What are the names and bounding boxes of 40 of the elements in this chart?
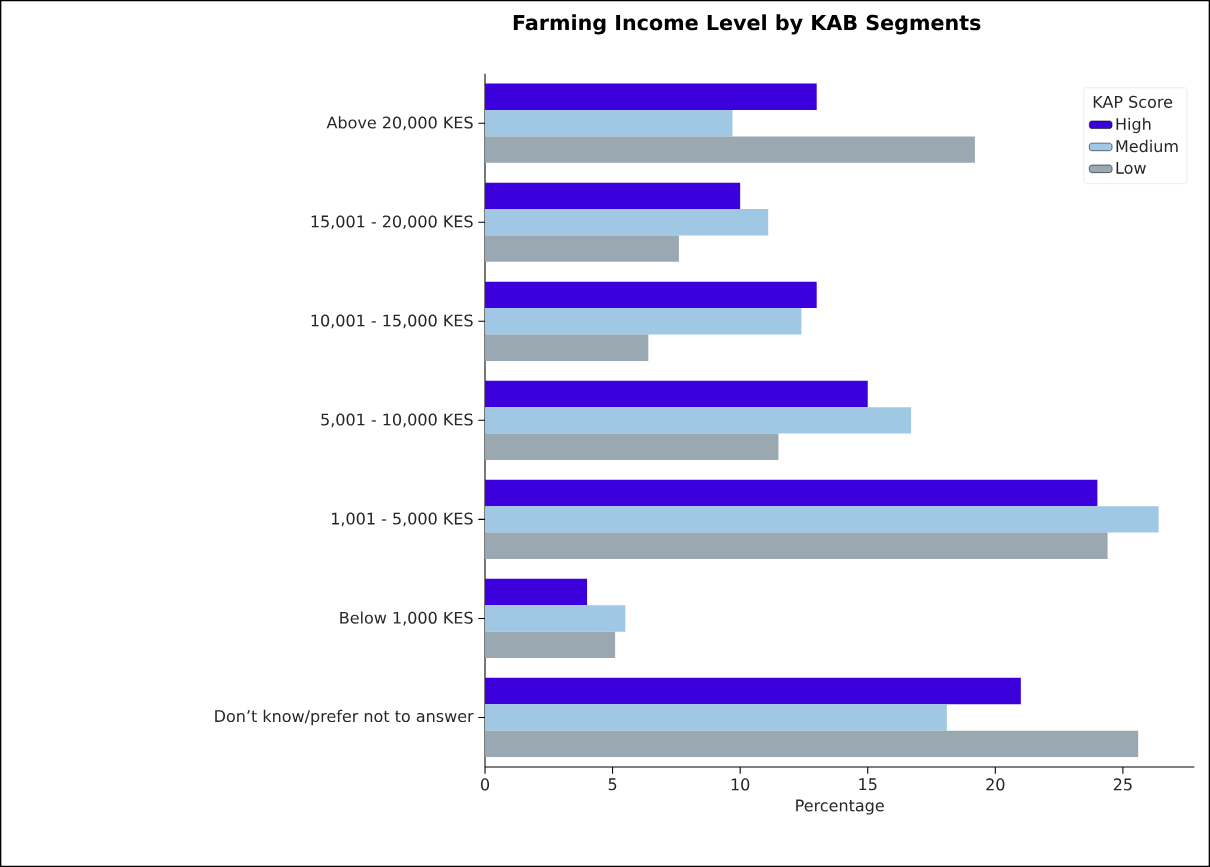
x-tick-label: 5	[608, 778, 617, 791]
chart-title: Farming Income Level by KAB Segments	[513, 14, 981, 35]
y-tick-label: Don’t know/prefer not to answer	[215, 709, 474, 726]
x-tick-label: 0	[480, 778, 490, 791]
bar	[485, 281, 817, 309]
bar	[485, 479, 1098, 507]
x-axis-title: Percentage	[796, 799, 884, 815]
bar	[485, 136, 975, 163]
bar	[485, 532, 1108, 559]
legend-label: Low	[1116, 162, 1146, 174]
bar	[485, 578, 588, 606]
y-tick-label: 5,001 - 10,000 KES	[321, 413, 473, 428]
x-tick-label: 10	[731, 778, 750, 791]
bar	[485, 433, 779, 460]
bar	[485, 109, 733, 137]
bar	[485, 182, 741, 210]
legend-label: Medium	[1116, 139, 1178, 153]
bar	[485, 730, 1139, 758]
x-tick-label: 20	[986, 778, 1005, 791]
bar	[485, 407, 912, 434]
bar	[485, 631, 616, 659]
bar	[485, 235, 679, 262]
bar	[485, 605, 626, 632]
bar	[485, 308, 802, 335]
bar	[485, 677, 1021, 705]
bar	[485, 83, 817, 110]
bar	[485, 380, 868, 408]
bar	[485, 209, 769, 236]
y-tick-label: Above 20,000 KES	[326, 116, 473, 131]
x-tick-label: 25	[1113, 778, 1132, 791]
bar	[485, 334, 649, 361]
bar	[485, 506, 1159, 533]
y-tick-label: 10,001 - 15,000 KES	[311, 314, 473, 329]
legend-label: High	[1116, 117, 1151, 134]
bar	[485, 704, 947, 731]
y-tick-label: 15,001 - 20,000 KES	[311, 215, 473, 230]
x-tick-label: 15	[859, 778, 877, 791]
y-tick-label: 1,001 - 5,000 KES	[331, 512, 473, 527]
legend-title: KAP Score	[1093, 95, 1173, 108]
y-tick-label: Below 1,000 KES	[340, 611, 473, 626]
